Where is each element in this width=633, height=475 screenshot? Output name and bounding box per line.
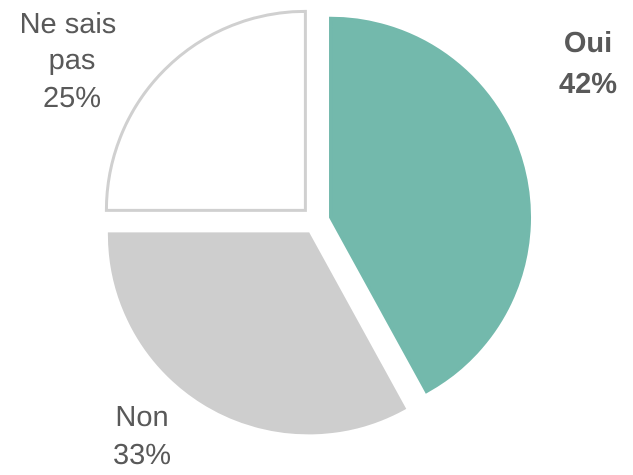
label-nsp-name: Ne sais pas [20, 8, 125, 76]
label-non-name: Non [115, 401, 168, 433]
label-nsp-name-line2: pas [49, 44, 96, 76]
slice-non [107, 232, 407, 435]
slices-layer [104, 9, 532, 435]
label-nsp-percent: 25% [43, 82, 101, 114]
slice-ne-sais-pas [104, 9, 307, 212]
labels-layer: Oui 42% Non 33% Ne sais pas 25% [20, 8, 618, 471]
label-non-percent: 33% [113, 439, 171, 470]
label-nsp-name-line1: Ne sais [20, 8, 117, 40]
slice-oui [329, 16, 532, 394]
label-oui-percent: 42% [559, 68, 617, 100]
label-oui-name: Oui [564, 27, 612, 59]
